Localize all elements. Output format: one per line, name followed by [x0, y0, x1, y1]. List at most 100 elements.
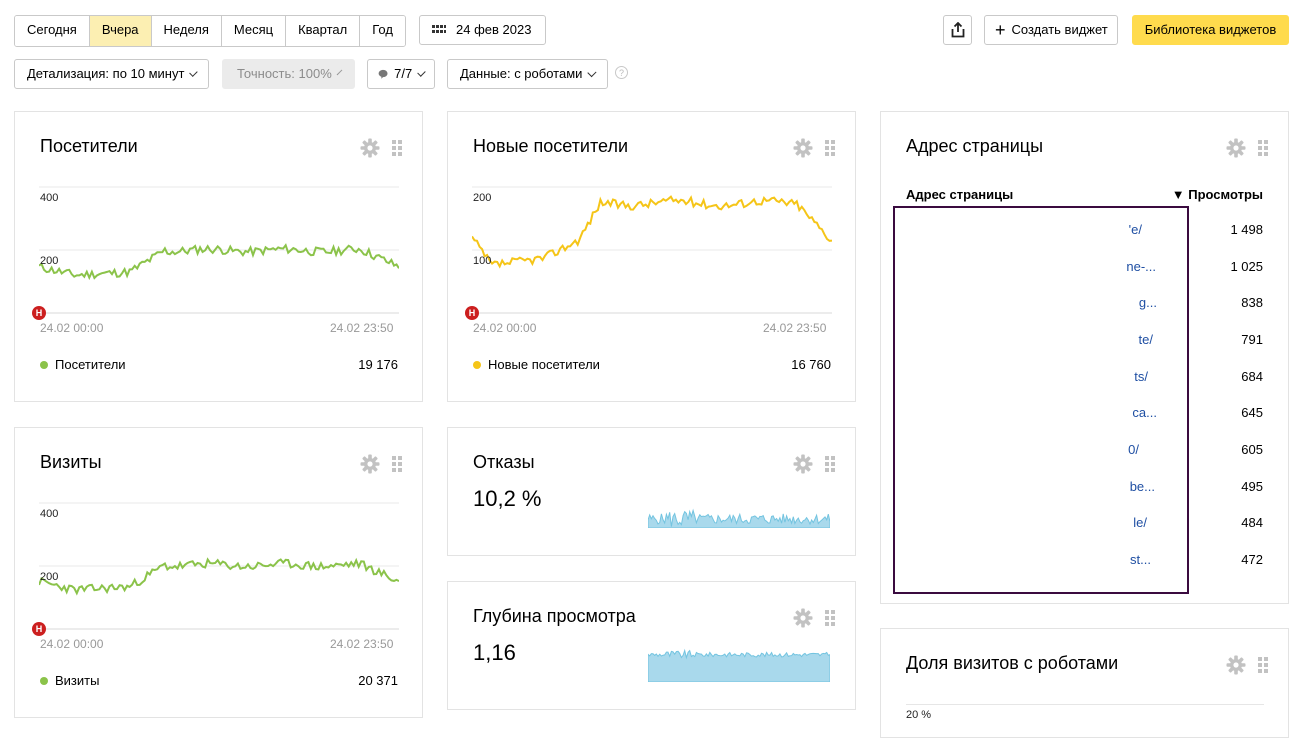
- legend-label: Новые посетители: [488, 357, 600, 372]
- widget-library-button[interactable]: Библиотека виджетов: [1132, 15, 1289, 45]
- period-month-button[interactable]: Месяц: [221, 16, 287, 46]
- table-row-views: 1 498: [1230, 222, 1263, 237]
- page-depth-widget: Глубина просмотра 1,16: [447, 581, 856, 710]
- table-row-views: 605: [1241, 442, 1263, 457]
- legend-item[interactable]: Посетители: [40, 357, 126, 372]
- series-line: [39, 557, 399, 596]
- metric-value: 10,2 %: [473, 486, 542, 511]
- table-row-url[interactable]: 0/: [1128, 442, 1139, 457]
- accuracy-dropdown[interactable]: Точность: 100%: [222, 59, 355, 89]
- drag-handle-icon[interactable]: [825, 456, 835, 472]
- date-label: 24 фев 2023: [456, 22, 532, 37]
- period-today-button[interactable]: Сегодня: [15, 16, 90, 46]
- legend-label: Посетители: [55, 357, 126, 372]
- date-end-label: 24.02 23:50: [763, 321, 827, 335]
- period-week-button[interactable]: Неделя: [151, 16, 222, 46]
- table-row-url[interactable]: te/: [1138, 332, 1153, 347]
- segments-dropdown[interactable]: 7/7: [367, 59, 435, 89]
- gear-icon[interactable]: [1226, 655, 1246, 675]
- table-row-url[interactable]: ca...: [1132, 405, 1157, 420]
- drag-handle-icon[interactable]: [1258, 140, 1268, 156]
- date-start-label: 24.02 00:00: [40, 321, 104, 335]
- widget-library-label: Библиотека виджетов: [1144, 22, 1277, 37]
- new-visitors-widget: Новые посетители 200 100 Н 24.02 00:00 2…: [447, 111, 856, 402]
- page-address-widget: Адрес страницы Адрес страницы ▼ Просмотр…: [880, 111, 1289, 604]
- widget-title: Отказы: [473, 452, 535, 472]
- plus-icon: +: [995, 20, 1006, 40]
- legend-dot-icon: [40, 360, 48, 369]
- drag-handle-icon[interactable]: [392, 140, 402, 156]
- series-line: [39, 243, 399, 281]
- y-tick-label: 100: [473, 255, 492, 267]
- period-yesterday-button[interactable]: Вчера: [89, 16, 152, 46]
- y-tick-label: 20 %: [906, 709, 932, 721]
- gear-icon[interactable]: [793, 608, 813, 628]
- period-selector: Сегодня Вчера Неделя Месяц Квартал Год: [14, 15, 406, 47]
- calendar-icon: [432, 25, 446, 33]
- share-icon: [951, 22, 964, 38]
- annotation-marker[interactable]: Н: [32, 306, 46, 320]
- detail-dropdown[interactable]: Детализация: по 10 минут: [14, 59, 209, 89]
- widget-title: Визиты: [40, 452, 102, 472]
- table-row-url[interactable]: le/: [1133, 515, 1147, 530]
- robot-visits-widget: Доля визитов с роботами 20 %: [880, 628, 1289, 738]
- table-row-url[interactable]: ts/: [1134, 369, 1148, 384]
- total-value: 16 760: [791, 357, 831, 372]
- table-row-views: 645: [1241, 405, 1263, 420]
- gear-icon[interactable]: [360, 138, 380, 158]
- legend-dot-icon: [473, 360, 481, 369]
- create-widget-label: Создать виджет: [1011, 22, 1108, 37]
- bounce-rate-widget: Отказы 10,2 %: [447, 427, 856, 556]
- widget-title: Адрес страницы: [906, 136, 1044, 156]
- drag-handle-icon[interactable]: [825, 610, 835, 626]
- table-row-url[interactable]: ne-...: [1126, 259, 1156, 274]
- gear-icon[interactable]: [793, 138, 813, 158]
- bounce-sparkline: [648, 508, 830, 528]
- data-label: Данные: с роботами: [460, 66, 583, 81]
- drag-handle-icon[interactable]: [825, 140, 835, 156]
- table-row-url[interactable]: g...: [1138, 295, 1157, 310]
- help-icon[interactable]: ?: [615, 66, 628, 79]
- metric-value: 1,16: [473, 640, 516, 665]
- table-row-url[interactable]: be...: [1129, 479, 1155, 494]
- total-value: 19 176: [358, 357, 398, 372]
- legend-item[interactable]: Новые посетители: [473, 357, 600, 372]
- table-row-views: 1 025: [1230, 259, 1263, 274]
- y-tick-label: 400: [40, 508, 59, 520]
- table-row-views: 472: [1241, 552, 1263, 567]
- period-year-button[interactable]: Год: [360, 16, 405, 46]
- column-header-url[interactable]: Адрес страницы: [906, 187, 1014, 202]
- widget-title: Глубина просмотра: [473, 606, 636, 626]
- gear-icon[interactable]: [360, 454, 380, 474]
- date-picker-button[interactable]: 24 фев 2023: [419, 15, 546, 45]
- export-button[interactable]: [943, 15, 972, 45]
- y-tick-label: 200: [40, 255, 59, 267]
- series-line: [472, 195, 832, 269]
- period-quarter-button[interactable]: Квартал: [286, 16, 361, 46]
- sparkline-area: [648, 648, 830, 682]
- redacted-region: [893, 206, 1189, 594]
- legend-item[interactable]: Визиты: [40, 673, 99, 688]
- data-dropdown[interactable]: Данные: с роботами: [447, 59, 608, 89]
- y-tick-label: 400: [40, 192, 59, 204]
- legend-label: Визиты: [55, 673, 100, 688]
- y-tick-label: 200: [473, 192, 492, 204]
- table-row-url[interactable]: st...: [1130, 552, 1151, 567]
- table-row-views: 791: [1241, 332, 1263, 347]
- y-tick-label: 200: [40, 571, 59, 583]
- annotation-marker[interactable]: Н: [32, 622, 46, 636]
- column-header-views[interactable]: ▼ Просмотры: [1171, 187, 1263, 202]
- widget-title: Новые посетители: [473, 136, 629, 156]
- create-widget-button[interactable]: + Создать виджет: [984, 15, 1118, 45]
- widget-title: Посетители: [40, 136, 138, 156]
- gear-icon[interactable]: [1226, 138, 1246, 158]
- date-start-label: 24.02 00:00: [40, 637, 104, 651]
- drag-handle-icon[interactable]: [392, 456, 402, 472]
- date-start-label: 24.02 00:00: [473, 321, 537, 335]
- table-row-url[interactable]: 'e/: [1128, 222, 1142, 237]
- gear-icon[interactable]: [793, 454, 813, 474]
- detail-label: Детализация: по 10 минут: [27, 66, 185, 81]
- annotation-marker[interactable]: Н: [465, 306, 479, 320]
- drag-handle-icon[interactable]: [1258, 657, 1268, 673]
- sparkline-area: [648, 508, 830, 528]
